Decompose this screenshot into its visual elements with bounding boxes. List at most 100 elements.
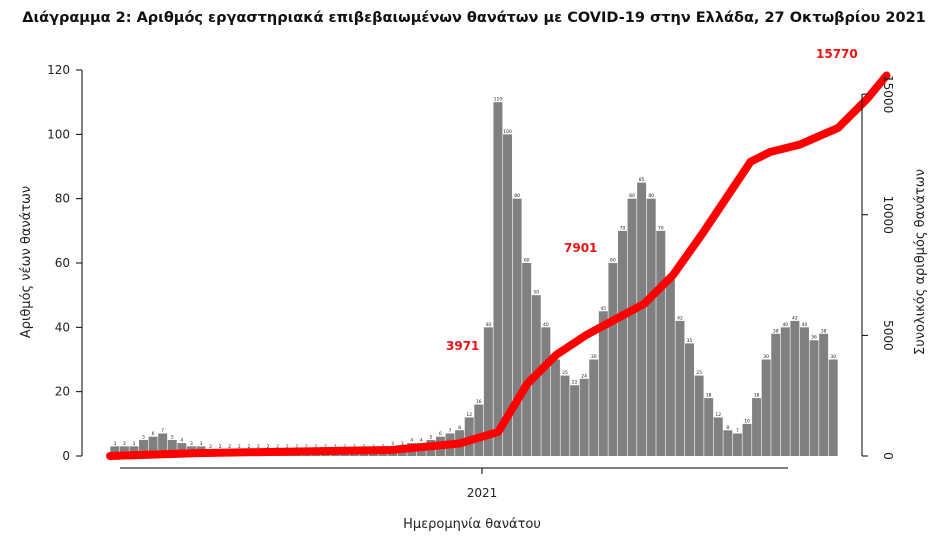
bar-value-label: 30 xyxy=(830,354,836,360)
bar-value-label: 110 xyxy=(494,97,503,103)
annotation-label: 3971 xyxy=(446,339,479,353)
bar xyxy=(541,327,551,456)
bar-value-label: 38 xyxy=(773,328,779,334)
bar-value-label: 6 xyxy=(152,431,155,437)
bar-value-label: 5 xyxy=(142,434,145,440)
y-axis-label: Αριθμός νέων θανάτων xyxy=(19,186,34,338)
bar xyxy=(828,359,838,456)
y-tick-label: 20 xyxy=(55,385,70,399)
bar-value-label: 70 xyxy=(658,225,664,231)
bar-value-label: 40 xyxy=(802,322,808,328)
bar-value-label: 2 xyxy=(305,444,308,450)
bar-value-label: 2 xyxy=(295,444,298,450)
bar-value-label: 22 xyxy=(572,380,578,386)
bar xyxy=(550,359,560,456)
bar-value-label: 80 xyxy=(514,193,520,199)
bar-value-label: 42 xyxy=(677,315,683,321)
bar-value-label: 16 xyxy=(476,399,482,405)
bar-value-label: 25 xyxy=(696,370,702,376)
bar xyxy=(167,439,177,456)
bar-value-label: 3 xyxy=(190,441,193,447)
y2-tick-label: 15000 xyxy=(881,75,895,113)
bar xyxy=(627,198,637,456)
bar-value-label: 45 xyxy=(600,306,606,312)
bar-value-label: 40 xyxy=(782,322,788,328)
bar xyxy=(704,398,714,456)
annotations-group: 3971 7901 15770 xyxy=(446,47,858,353)
bar-value-label: 2 xyxy=(286,444,289,450)
bar-value-label: 18 xyxy=(754,393,760,399)
bar-value-label: 2 xyxy=(315,444,318,450)
bar-value-label: 40 xyxy=(543,322,549,328)
bar-value-label: 35 xyxy=(687,338,693,344)
x-axis-label: Ημερομηνία θανάτου xyxy=(403,517,541,532)
bar-value-label: 2 xyxy=(219,444,222,450)
bar-value-label: 12 xyxy=(466,412,472,418)
x-tick-label: 2021 xyxy=(467,486,498,500)
bar xyxy=(694,375,704,456)
bar xyxy=(512,198,522,456)
bar xyxy=(665,279,675,456)
bar-value-label: 80 xyxy=(629,193,635,199)
y2-tick-label: 0 xyxy=(881,452,895,460)
bar xyxy=(637,182,647,457)
bar xyxy=(656,230,666,456)
bar xyxy=(742,423,752,456)
bar-value-label: 12 xyxy=(715,412,721,418)
bar xyxy=(474,404,484,456)
bar-value-label: 25 xyxy=(562,370,568,376)
bar-value-label: 18 xyxy=(706,393,712,399)
annotation-label: 7901 xyxy=(564,241,597,255)
bar xyxy=(608,263,618,456)
bar-value-label: 2 xyxy=(257,444,260,450)
bar-value-label: 6 xyxy=(439,431,442,437)
bar-value-label: 7 xyxy=(161,428,164,434)
bar-value-label: 24 xyxy=(581,373,587,379)
bar-value-label: 3 xyxy=(391,441,394,447)
bar-value-label: 60 xyxy=(524,258,530,264)
bar xyxy=(646,198,656,456)
bar-value-label: 5 xyxy=(171,434,174,440)
bar-value-label: 100 xyxy=(503,129,512,135)
bar-value-label: 7 xyxy=(736,428,739,434)
bar xyxy=(713,417,723,456)
bar xyxy=(819,333,829,456)
bar-value-label: 30 xyxy=(763,354,769,360)
bar xyxy=(129,446,139,456)
bar-value-label: 30 xyxy=(591,354,597,360)
bar-value-label: 70 xyxy=(620,225,626,231)
bar xyxy=(799,327,809,456)
bar xyxy=(579,378,589,456)
bar xyxy=(119,446,129,456)
bar-value-label: 2 xyxy=(247,444,250,450)
bar-value-label: 60 xyxy=(610,258,616,264)
y2-axis-label: Συνολικός αριθμός θανάτων xyxy=(913,169,928,355)
bar-value-label: 8 xyxy=(726,425,729,431)
bar xyxy=(589,359,599,456)
bar xyxy=(723,430,733,456)
annotation-label: 15770 xyxy=(816,47,858,61)
bar-value-label: 42 xyxy=(792,315,798,321)
bar-value-label: 8 xyxy=(458,425,461,431)
chart-title: Διάγραμμα 2: Αριθμός εργαστηριακά επιβεβ… xyxy=(22,10,926,26)
axes-group: 0 20 40 60 80 100 120 0 5000 10000 15000 2021 xyxy=(47,63,895,500)
bar xyxy=(139,439,149,456)
bar-value-label: 4 xyxy=(180,438,183,444)
bar xyxy=(177,443,187,456)
bar xyxy=(809,340,819,456)
y-tick-label: 100 xyxy=(47,127,70,141)
bar-value-label: 7 xyxy=(449,428,452,434)
bar xyxy=(483,327,493,456)
bar-value-label: 5 xyxy=(429,434,432,440)
bars-group xyxy=(110,102,838,457)
bar xyxy=(503,134,513,457)
bar-value-label: 36 xyxy=(811,335,817,341)
y-tick-label: 80 xyxy=(55,192,70,206)
cumulative-deaths-line xyxy=(106,71,891,460)
bar xyxy=(752,398,762,456)
bar xyxy=(761,359,771,456)
y2-tick-label: 10000 xyxy=(881,196,895,234)
bar xyxy=(771,333,781,456)
bar-value-label: 3 xyxy=(401,441,404,447)
